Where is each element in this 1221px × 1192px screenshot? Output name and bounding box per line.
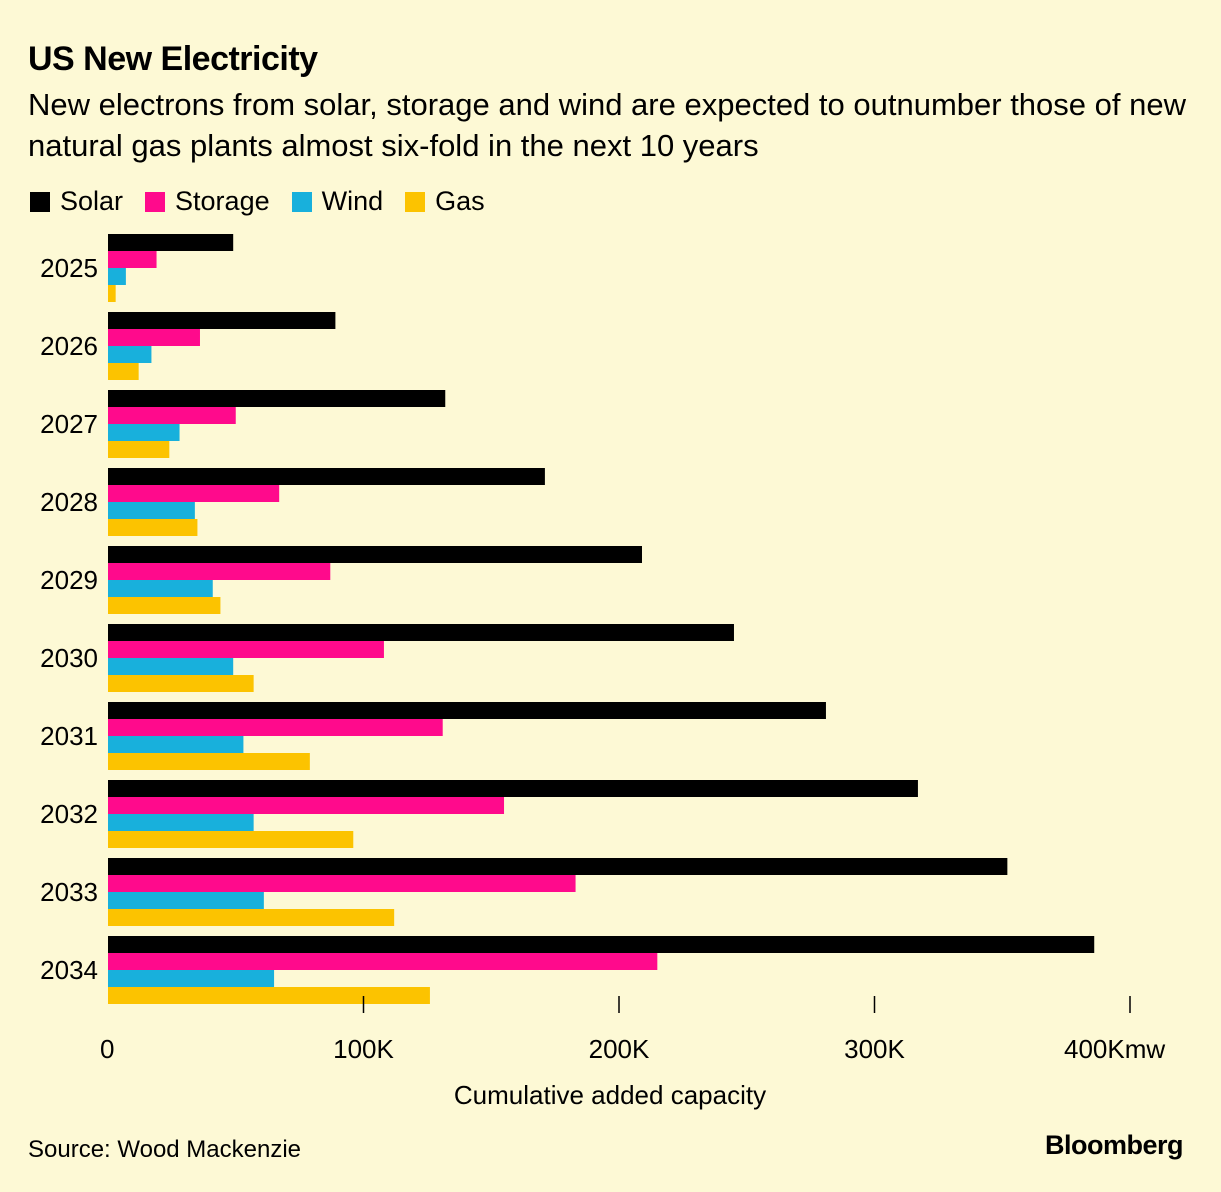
legend-item-wind: Wind [291,186,384,217]
x-tick-label: 300K [844,1034,905,1064]
bar-gas-2034 [108,987,430,1004]
legend-swatch [405,191,426,212]
legend-item-gas: Gas [405,186,485,217]
chart-subtitle: New electrons from solar, storage and wi… [28,87,1186,163]
bar-wind-2032 [108,814,254,831]
source-note: Source: Wood Mackenzie [28,1136,302,1163]
category-label: 2034 [40,955,98,985]
bar-wind-2025 [108,268,126,285]
bar-gas-2032 [108,831,354,848]
bar-solar-2033 [108,858,1008,875]
bar-wind-2034 [108,970,275,987]
bar-gas-2030 [108,675,254,692]
bar-wind-2033 [108,892,264,909]
x-axis-title: Cumulative added capacity [454,1080,766,1110]
bar-gas-2027 [108,441,170,458]
legend-swatch [291,191,312,212]
legend-item-storage: Storage [145,186,270,217]
bar-solar-2032 [108,780,918,797]
category-label: 2026 [40,331,98,361]
bar-storage-2032 [108,797,505,814]
category-label: 2025 [40,253,98,283]
bar-solar-2025 [108,234,234,251]
category-label: 2030 [40,643,98,673]
category-label: 2029 [40,565,98,595]
bar-gas-2031 [108,753,310,770]
legend-label: Wind [321,186,384,216]
bar-gas-2028 [108,519,198,536]
bar-solar-2026 [108,312,336,329]
bar-storage-2028 [108,485,280,502]
bloomberg-logo: Bloomberg [1044,1130,1184,1160]
category-label: 2027 [40,409,98,439]
bar-wind-2026 [108,346,152,363]
bar-solar-2027 [108,390,446,407]
bar-solar-2031 [108,702,826,719]
bar-storage-2027 [108,407,236,424]
bar-wind-2031 [108,736,244,753]
legend-label: Storage [175,186,270,216]
legend-label: Gas [435,186,485,216]
legend-label: Solar [60,186,124,216]
category-label: 2033 [40,877,98,907]
bar-solar-2030 [108,624,734,641]
bar-solar-2034 [108,936,1095,953]
x-tick-label: 400Kmw [1064,1034,1165,1064]
legend-swatch [30,191,50,212]
legend-item-solar: Solar [30,186,123,217]
x-tick-label: 100K [333,1034,394,1064]
bar-storage-2029 [108,563,331,580]
bar-wind-2027 [108,424,180,441]
legend-swatch [145,191,166,212]
x-tick-label: 0 [100,1034,114,1064]
bar-gas-2025 [108,285,116,302]
bar-storage-2030 [108,641,384,658]
bar-wind-2029 [108,580,213,597]
bar-storage-2033 [108,875,576,892]
bar-wind-2030 [108,658,234,675]
bar-gas-2029 [108,597,221,614]
bar-wind-2028 [108,502,195,519]
category-label: 2032 [40,799,98,829]
bar-storage-2025 [108,251,157,268]
bar-storage-2031 [108,719,443,736]
category-label: 2031 [40,721,98,751]
chart-title: US New Electricity [28,40,318,78]
bar-solar-2029 [108,546,642,563]
legend: Solar Storage Wind Gas [30,186,485,217]
category-label: 2028 [40,487,98,517]
bar-gas-2026 [108,363,139,380]
x-tick-label: 200K [589,1034,650,1064]
bar-solar-2028 [108,468,545,485]
bar-storage-2026 [108,329,200,346]
bar-storage-2034 [108,953,658,970]
bar-gas-2033 [108,909,395,926]
